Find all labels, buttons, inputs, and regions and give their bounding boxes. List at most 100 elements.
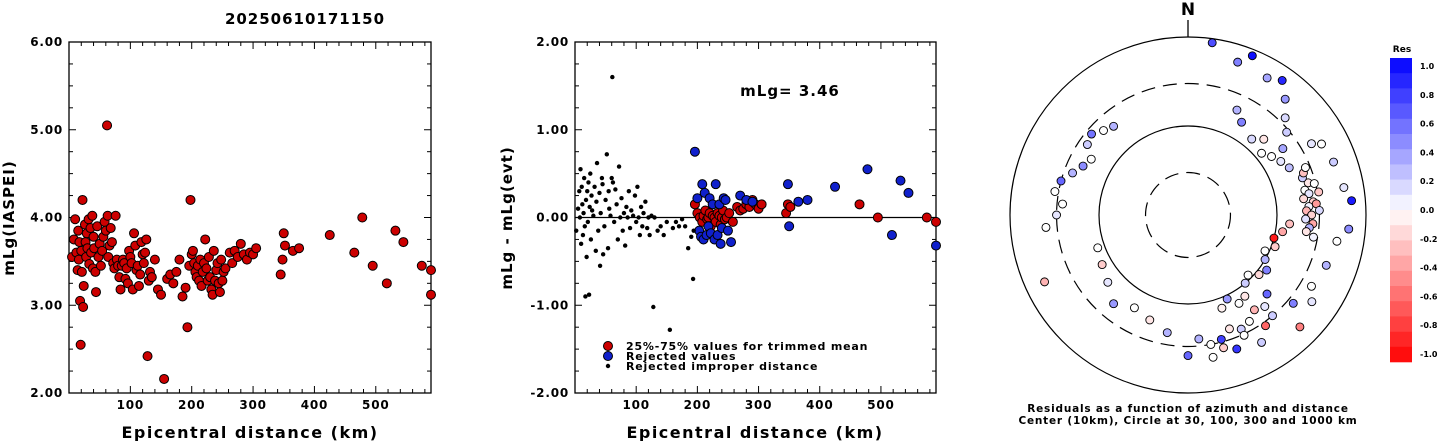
left-point-s0: [78, 302, 89, 313]
middle-point-s2: [627, 225, 633, 231]
polar-point: [1309, 232, 1318, 242]
middle-point-s2: [597, 263, 603, 268]
middle-point-s2: [620, 228, 625, 233]
middle-point-s2: [586, 180, 591, 185]
left-axis-ticks: 2.00 3.00 4.00 5.00 6.00 100 200 300 400 500: [30, 35, 431, 412]
colorbar-cells: [1390, 58, 1412, 363]
middle-point-s1: [697, 179, 708, 190]
left-y-tick-label: 5.00: [30, 123, 63, 137]
colorbar-label: -0.8: [1420, 321, 1437, 330]
left-point-s0: [171, 266, 182, 277]
middle-point-s1: [931, 240, 941, 251]
left-point-s0: [156, 289, 167, 300]
middle-point-s2: [689, 234, 694, 240]
middle-point-s2: [658, 224, 663, 229]
polar-point: [1314, 205, 1324, 215]
middle-point-s1: [715, 238, 726, 249]
polar-point: [1270, 242, 1280, 252]
polar-point: [1240, 291, 1250, 301]
colorbar-cell: [1390, 286, 1412, 302]
middle-point-s2: [625, 215, 630, 220]
colorbar-label: -0.4: [1420, 264, 1437, 273]
middle-point-s2: [597, 190, 602, 196]
ring-30km: [1144, 171, 1232, 259]
middle-point-s2: [645, 225, 650, 231]
middle-point-s0: [854, 199, 865, 210]
ring-300km: [1055, 82, 1321, 348]
colorbar-label: 1.0: [1420, 62, 1435, 71]
polar-point: [1217, 303, 1227, 313]
colorbar-cell: [1390, 73, 1412, 89]
polar-point: [1103, 277, 1113, 287]
middle-point-s2: [673, 219, 679, 225]
left-point-s0: [201, 263, 212, 274]
left-plot-frame: [68, 41, 432, 394]
polar-point: [1208, 352, 1218, 362]
polar-point: [1344, 224, 1354, 234]
middle-data-points: [574, 74, 941, 333]
middle-x-tick-label: 400: [806, 398, 833, 412]
polar-point: [1234, 298, 1244, 308]
middle-point-s0: [872, 212, 883, 223]
colorbar-cell: [1390, 346, 1412, 363]
left-point-s0: [141, 234, 152, 245]
legend-label-improper: Rejected improper distance: [626, 360, 818, 373]
middle-point-s2: [588, 171, 593, 176]
polar-point: [1247, 51, 1257, 61]
left-point-s0: [367, 260, 378, 271]
polar-point: [1087, 129, 1096, 139]
polar-point: [1277, 76, 1287, 85]
left-point-s0: [159, 373, 170, 384]
legend-marker-rejected: [603, 351, 613, 361]
left-point-s0: [275, 269, 286, 280]
colorbar-cell: [1390, 118, 1412, 135]
left-point-s0: [180, 282, 191, 293]
polar-point: [1086, 154, 1096, 164]
middle-point-s2: [602, 224, 607, 229]
polar-point: [1260, 246, 1270, 256]
legend: 25%-75% values for trimmed mean Rejected…: [603, 340, 867, 373]
middle-point-s2: [575, 206, 581, 211]
polar-point: [1041, 222, 1051, 232]
middle-point-s2: [579, 184, 584, 189]
polar-point: [1240, 278, 1250, 288]
polar-point: [1109, 121, 1119, 131]
left-point-s0: [142, 351, 153, 362]
middle-x-tick-label: 200: [684, 398, 711, 412]
middle-point-s2: [592, 184, 597, 189]
left-point-s0: [168, 278, 179, 289]
middle-point-s2: [581, 210, 586, 216]
polar-point: [1247, 134, 1257, 144]
colorbar-cell: [1390, 316, 1412, 332]
polar-point: [1304, 189, 1314, 199]
polar-point: [1307, 297, 1317, 307]
colorbar-label: 0.2: [1420, 177, 1434, 186]
polar-point: [1162, 328, 1172, 338]
middle-point-s1: [895, 175, 906, 186]
polar-point: [1257, 148, 1267, 158]
left-point-s0: [426, 289, 436, 300]
middle-point-s2: [607, 206, 612, 211]
left-point-s0: [278, 228, 289, 239]
middle-point-s2: [616, 164, 622, 169]
left-point-s0: [426, 265, 436, 276]
middle-point-s1: [903, 187, 914, 198]
left-y-axis-label: mLg(IASPEI): [0, 160, 18, 275]
polar-point: [1058, 199, 1067, 209]
middle-point-s2: [593, 248, 599, 254]
left-point-s0: [90, 266, 101, 277]
polar-point: [1278, 227, 1288, 237]
polar-point: [1243, 270, 1253, 280]
middle-point-s2: [583, 294, 588, 299]
middle-point-s2: [585, 188, 590, 194]
colorbar-label: 0.4: [1420, 148, 1435, 157]
middle-y-tick-label: 0.00: [536, 211, 569, 225]
left-point-s0: [115, 284, 126, 295]
middle-point-s2: [651, 304, 656, 310]
middle-point-s2: [679, 217, 685, 222]
polar-point: [1259, 134, 1269, 144]
middle-point-s0: [756, 199, 767, 210]
middle-point-s2: [685, 246, 691, 251]
colorbar-cell: [1390, 301, 1412, 317]
middle-point-s2: [630, 213, 636, 218]
